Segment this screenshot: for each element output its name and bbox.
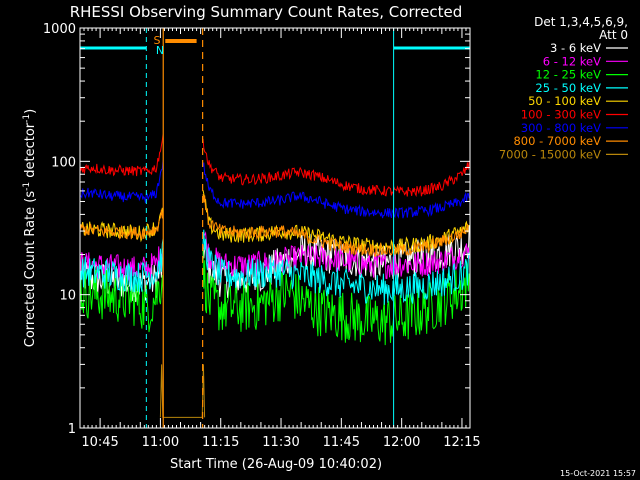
y-axis-label-part: Corrected Count Rate (s xyxy=(23,191,38,348)
y-tick-label: 100 xyxy=(51,155,76,170)
legend-entry-label: 50 - 100 keV xyxy=(528,94,601,108)
footer-timestamp: 15-Oct-2021 15:57 xyxy=(560,469,636,478)
saa-label: S xyxy=(154,34,161,47)
y-tick-label: 1000 xyxy=(43,22,76,37)
legend-entry-label: 100 - 300 keV xyxy=(521,108,601,122)
y-axis-label-part: detector xyxy=(23,122,38,182)
x-axis-label: Start Time (26-Aug-09 10:40:02) xyxy=(170,457,382,472)
legend-entry-label: 12 - 25 keV xyxy=(535,68,601,82)
y-axis-label: Corrected Count Rate (s-1 detector-1) xyxy=(22,109,38,347)
chart-title: RHESSI Observing Summary Count Rates, Co… xyxy=(70,3,463,21)
y-axis-label-part: ) xyxy=(23,109,38,114)
y-axis-label-exponent: -1 xyxy=(22,182,32,191)
x-tick-label: 12:15 xyxy=(443,435,480,450)
series-line xyxy=(79,159,470,219)
legend-entry-label: 3 - 6 keV xyxy=(550,41,601,55)
series-line xyxy=(79,134,470,198)
y-tick-label: 10 xyxy=(59,289,76,304)
legend-entry-label: 800 - 7000 keV xyxy=(513,134,601,148)
x-tick-label: 10:45 xyxy=(81,435,118,450)
series-line xyxy=(79,229,470,305)
legend-entry-label: 6 - 12 keV xyxy=(543,54,601,68)
legend-header-line-2: Att 0 xyxy=(599,28,628,42)
legend-entry-label: 25 - 50 keV xyxy=(535,81,601,95)
series-line xyxy=(79,194,470,258)
x-tick-label: 11:00 xyxy=(142,435,179,450)
legend-entry-label: 300 - 800 keV xyxy=(521,121,601,135)
data-layer xyxy=(79,134,470,418)
legend-header-line-1: Det 1,3,4,5,6,9, xyxy=(534,15,628,29)
axis-ticks: 1 10 100 1000 10:45 11:00 11:15 11:30 11:45 12:00… xyxy=(43,22,481,450)
x-tick-label: 11:45 xyxy=(323,435,360,450)
x-tick-label: 11:15 xyxy=(202,435,239,450)
x-tick-label: 12:00 xyxy=(383,435,420,450)
legend-entry-label: 7000 - 15000 keV xyxy=(499,147,601,161)
x-tick-label: 11:30 xyxy=(262,435,299,450)
plot-frame xyxy=(79,27,471,429)
y-tick-label: 1 xyxy=(68,422,76,437)
night-label: N xyxy=(156,44,164,57)
series-line xyxy=(159,364,206,418)
y-axis-label-exponent: -1 xyxy=(22,114,32,123)
